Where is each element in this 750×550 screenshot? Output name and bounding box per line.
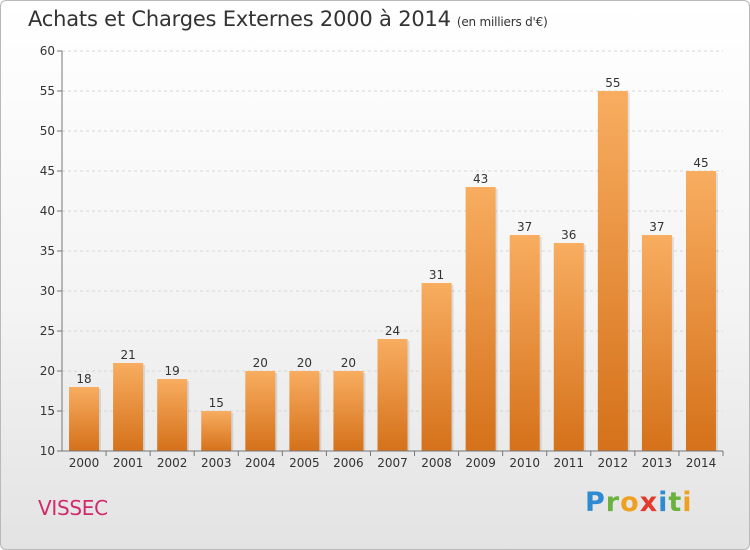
x-tick-label: 2010 xyxy=(509,456,540,470)
x-tick-label: 2001 xyxy=(113,456,144,470)
bar-2013 xyxy=(641,235,672,451)
y-tick-label: 45 xyxy=(40,164,55,178)
y-tick-label: 50 xyxy=(40,124,55,138)
x-tick-label: 2002 xyxy=(157,456,188,470)
bar-2005 xyxy=(289,371,320,451)
bar-value-label: 43 xyxy=(473,172,488,186)
x-tick-label: 2009 xyxy=(465,456,496,470)
y-tick-label: 15 xyxy=(40,404,55,418)
x-tick-label: 2007 xyxy=(377,456,408,470)
bar-value-label: 15 xyxy=(209,396,224,410)
x-tick-label: 2000 xyxy=(69,456,100,470)
bar-value-label: 20 xyxy=(341,356,356,370)
y-tick-label: 60 xyxy=(40,44,55,58)
x-tick-label: 2008 xyxy=(421,456,452,470)
x-tick-label: 2014 xyxy=(686,456,717,470)
bar-2011 xyxy=(553,243,584,451)
y-tick-label: 20 xyxy=(40,364,55,378)
x-tick-label: 2004 xyxy=(245,456,276,470)
bar-2001 xyxy=(113,363,144,451)
bar-2002 xyxy=(157,379,188,451)
bar-value-label: 45 xyxy=(693,156,708,170)
y-tick-label: 10 xyxy=(40,444,55,458)
bar-2012 xyxy=(597,91,628,451)
bar-value-label: 20 xyxy=(253,356,268,370)
bar-value-label: 21 xyxy=(120,348,135,362)
x-tick-label: 2013 xyxy=(642,456,673,470)
bar-value-label: 55 xyxy=(605,76,620,90)
x-tick-label: 2005 xyxy=(289,456,320,470)
bar-2004 xyxy=(245,371,276,451)
proxiti-logo: Proxiti xyxy=(585,487,693,518)
x-tick-label: 2003 xyxy=(201,456,232,470)
y-tick-label: 25 xyxy=(40,324,55,338)
bar-2006 xyxy=(333,371,364,451)
bar-2007 xyxy=(377,339,408,451)
bar-value-label: 24 xyxy=(385,324,400,338)
bar-2008 xyxy=(421,283,452,451)
bar-2000 xyxy=(69,387,100,451)
bar-2009 xyxy=(465,187,496,451)
bar-value-label: 36 xyxy=(561,228,576,242)
bar-value-label: 20 xyxy=(297,356,312,370)
x-tick-label: 2012 xyxy=(598,456,629,470)
bar-value-label: 19 xyxy=(165,364,180,378)
y-tick-label: 40 xyxy=(40,204,55,218)
chart-unit: (en milliers d'€) xyxy=(456,15,548,29)
y-tick-label: 30 xyxy=(40,284,55,298)
bar-value-label: 18 xyxy=(76,372,91,386)
bar-2003 xyxy=(201,411,232,451)
chart-title: Achats et Charges Externes 2000 à 2014 (e… xyxy=(28,7,548,31)
y-tick-label: 55 xyxy=(40,84,55,98)
bar-value-label: 37 xyxy=(649,220,664,234)
bar-2014 xyxy=(685,171,716,451)
bar-value-label: 31 xyxy=(429,268,444,282)
commune-name: VISSEC xyxy=(38,496,108,520)
x-tick-label: 2011 xyxy=(553,456,584,470)
bar-2010 xyxy=(509,235,540,451)
y-tick-label: 35 xyxy=(40,244,55,258)
bar-value-label: 37 xyxy=(517,220,532,234)
x-tick-label: 2006 xyxy=(333,456,364,470)
